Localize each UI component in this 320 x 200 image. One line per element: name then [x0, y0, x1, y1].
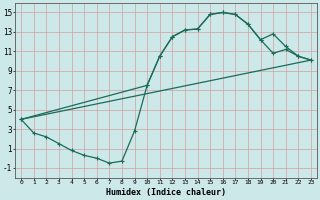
X-axis label: Humidex (Indice chaleur): Humidex (Indice chaleur) [106, 188, 226, 197]
